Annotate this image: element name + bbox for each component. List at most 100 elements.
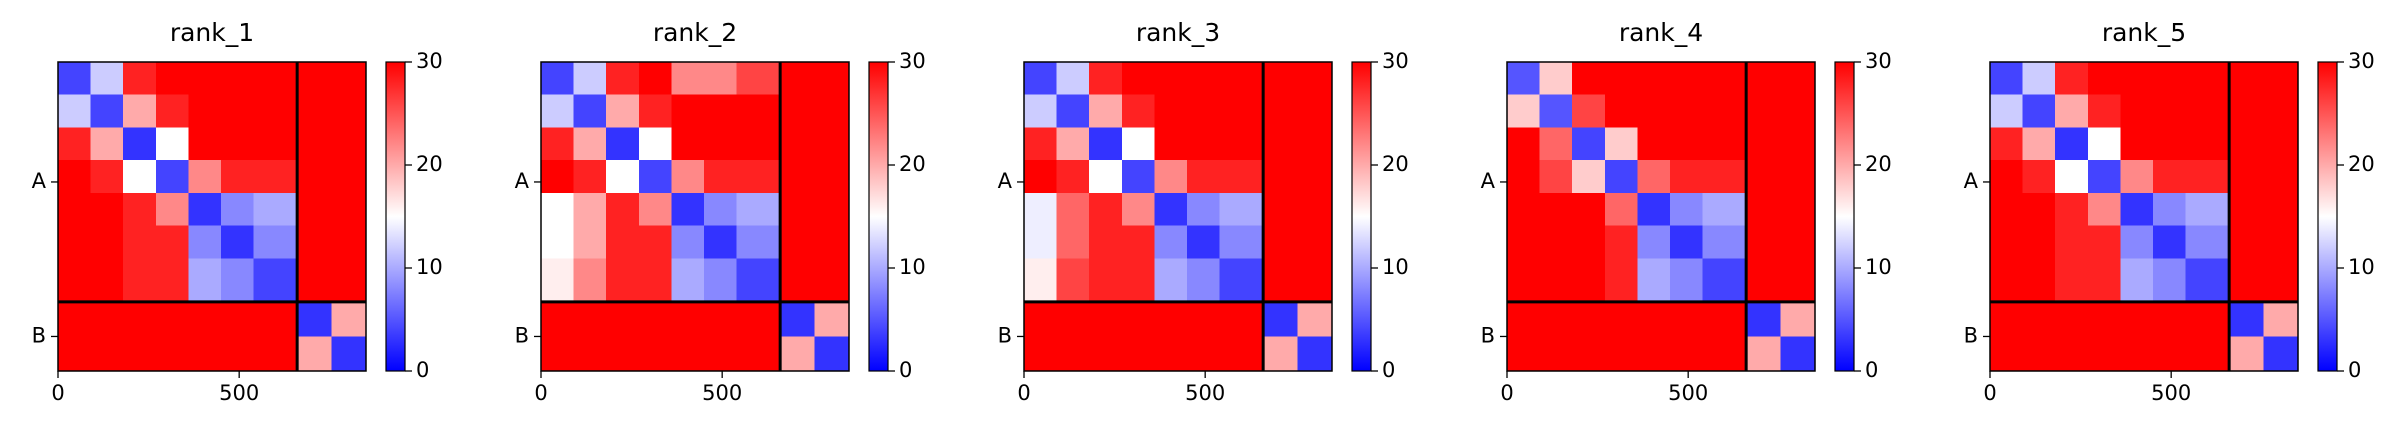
heatmap-cell [1219,192,1264,226]
heatmap-cell [671,160,705,193]
heatmap-cell [2120,225,2154,259]
heatmap-cell [2153,94,2186,128]
heatmap-cell [2087,94,2121,128]
heatmap-cell [638,94,672,128]
colorbar-tick-label: 10 [416,255,443,279]
heatmap-cell [704,258,737,302]
heatmap-cell [331,94,366,128]
colorbar [385,61,406,372]
heatmap-cell [2263,94,2298,128]
heatmap-cell [253,127,298,161]
heatmap-cell [331,160,366,193]
heatmap-cell [1056,225,1090,259]
heatmap-cell [1572,62,1605,95]
heatmap-cell [2263,192,2298,226]
heatmap-cell [1507,336,1540,371]
heatmap-cell [606,192,639,226]
heatmap-cell [541,94,574,128]
colorbar-tick-label: 10 [2348,255,2375,279]
heatmap-cell [1263,192,1298,226]
heatmap-cell [1637,301,1671,337]
heatmap-cell [573,225,607,259]
heatmap-cell [1780,225,1815,259]
heatmap-cell [814,62,849,95]
plot-frame [1506,61,1816,372]
heatmap-cell [1024,336,1057,371]
heatmap-cell [155,192,189,226]
colorbar-tick-label: 0 [1382,358,1395,382]
heatmap-cell [1219,160,1264,193]
heatmap-cell [123,192,156,226]
heatmap-cell [1990,160,2023,193]
heatmap-cell [1746,258,1781,302]
heatmap-cell [1219,127,1264,161]
heatmap-cell [1539,160,1573,193]
heatmap-cell [1507,160,1540,193]
heatmap-cell [2153,301,2186,337]
heatmap-cell [58,127,91,161]
heatmap-cell [671,127,705,161]
heatmap-cell [1154,94,1188,128]
heatmap-cell [736,62,781,95]
heatmap-cell [541,160,574,193]
heatmap-cell [1187,301,1220,337]
heatmap-cell [1121,258,1155,302]
heatmap-cell [1539,301,1573,337]
heatmap-cell [1572,301,1605,337]
heatmap-cell [123,62,156,95]
heatmap-cell [90,301,124,337]
heatmap-cell [2087,258,2121,302]
heatmap-cell [2185,127,2230,161]
heatmap-cell [1121,160,1155,193]
heatmap-cell [1539,336,1573,371]
heatmap-cell [221,225,254,259]
heatmap-cell [736,127,781,161]
heatmap-cell [780,62,815,95]
heatmap-cell [155,160,189,193]
heatmap-cell [1187,192,1220,226]
heatmap-cell [1539,258,1573,302]
heatmap-cell [2055,336,2088,371]
colorbar-tick-label: 0 [899,358,912,382]
heatmap-cell [1297,301,1332,337]
heatmap-cell [1297,62,1332,95]
heatmap-cell [1604,258,1638,302]
heatmap-cell [2120,62,2154,95]
heatmap-cell [704,62,737,95]
x-tick-label: 0 [1017,381,1030,405]
colorbar [1351,61,1372,372]
heatmap-cell [1572,192,1605,226]
heatmap-cell [1219,336,1264,371]
heatmap-cell [541,62,574,95]
heatmap-cell [331,336,366,371]
heatmap-cell [1572,258,1605,302]
heatmap-cell [253,160,298,193]
heatmap-cell [1219,62,1264,95]
heatmap-cell [58,160,91,193]
heatmap-cell [1024,192,1057,226]
heatmap-cell [1263,160,1298,193]
heatmap-cell [90,192,124,226]
heatmap-cell [188,336,222,371]
heatmap-cell [1219,94,1264,128]
x-tick-label: 0 [534,381,547,405]
heatmap-cell [2153,192,2186,226]
heatmap-cell [253,94,298,128]
heatmap-cell [1702,301,1747,337]
heatmap-cell [2229,62,2264,95]
heatmap-cell [1990,192,2023,226]
heatmap-cell [671,192,705,226]
heatmap-cell [1121,127,1155,161]
y-tick-label: A [32,169,47,193]
x-tick-label: 500 [702,381,742,405]
heatmap-cell [814,192,849,226]
heatmap-cell [1297,160,1332,193]
heatmap-cell [814,94,849,128]
heatmap-cell [2263,160,2298,193]
heatmap-cell [1154,127,1188,161]
heatmap-cell [1990,336,2023,371]
heatmap-cell [1187,225,1220,259]
heatmap-cell [2055,258,2088,302]
heatmap-cell [1539,62,1573,95]
